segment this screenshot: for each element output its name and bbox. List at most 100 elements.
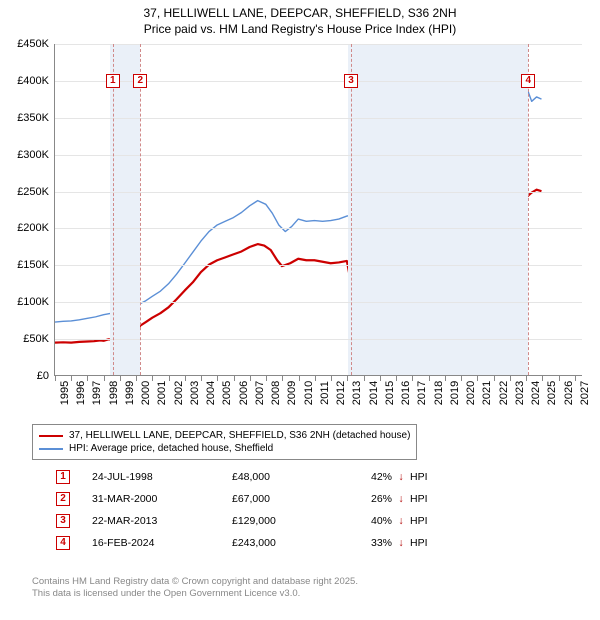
y-tick-label: £0 bbox=[37, 370, 55, 382]
chart-band bbox=[110, 44, 140, 375]
x-tick-label: 2015 bbox=[380, 381, 396, 405]
y-tick-label: £300K bbox=[17, 149, 55, 161]
gridline bbox=[55, 339, 582, 340]
row-hpi-label: HPI bbox=[410, 471, 450, 483]
row-hpi-label: HPI bbox=[410, 515, 450, 527]
sale-marker-line bbox=[113, 44, 114, 375]
x-tick-label: 2007 bbox=[250, 381, 266, 405]
gridline bbox=[55, 44, 582, 45]
row-pct: 33% bbox=[352, 537, 392, 549]
gridline bbox=[55, 265, 582, 266]
x-tick-label: 2022 bbox=[494, 381, 510, 405]
footnote-line1: Contains HM Land Registry data © Crown c… bbox=[32, 576, 358, 588]
legend-row: 37, HELLIWELL LANE, DEEPCAR, SHEFFIELD, … bbox=[39, 429, 410, 442]
table-row: 4 16-FEB-2024£243,00033%↓HPI bbox=[56, 532, 450, 554]
table-row: 2 31-MAR-2000£67,00026%↓HPI bbox=[56, 488, 450, 510]
x-tick-label: 1999 bbox=[120, 381, 136, 405]
x-tick-label: 2000 bbox=[136, 381, 152, 405]
down-arrow-icon: ↓ bbox=[392, 537, 410, 549]
x-tick-label: 2004 bbox=[201, 381, 217, 405]
sale-marker-box: 4 bbox=[521, 74, 535, 88]
y-tick-label: £350K bbox=[17, 112, 55, 124]
x-tick-label: 2017 bbox=[412, 381, 428, 405]
row-pct: 40% bbox=[352, 515, 392, 527]
x-tick-label: 2023 bbox=[510, 381, 526, 405]
sale-marker-box: 1 bbox=[106, 74, 120, 88]
legend-label: HPI: Average price, detached house, Shef… bbox=[69, 443, 273, 454]
row-date: 16-FEB-2024 bbox=[92, 537, 232, 549]
y-tick-label: £450K bbox=[17, 38, 55, 50]
x-tick-label: 2012 bbox=[331, 381, 347, 405]
row-pct: 42% bbox=[352, 471, 392, 483]
x-tick-label: 2008 bbox=[266, 381, 282, 405]
row-date: 22-MAR-2013 bbox=[92, 515, 232, 527]
row-date: 31-MAR-2000 bbox=[92, 493, 232, 505]
row-hpi-label: HPI bbox=[410, 537, 450, 549]
x-tick-label: 2026 bbox=[559, 381, 575, 405]
x-tick-label: 2014 bbox=[364, 381, 380, 405]
x-tick-label: 2024 bbox=[526, 381, 542, 405]
chart-band bbox=[348, 44, 528, 375]
x-tick-label: 2011 bbox=[315, 381, 331, 405]
x-tick-label: 1997 bbox=[87, 381, 103, 405]
gridline bbox=[55, 155, 582, 156]
down-arrow-icon: ↓ bbox=[392, 471, 410, 483]
footnote: Contains HM Land Registry data © Crown c… bbox=[32, 576, 358, 601]
row-hpi-label: HPI bbox=[410, 493, 450, 505]
x-tick-label: 2027 bbox=[575, 381, 591, 405]
x-tick-label: 1998 bbox=[104, 381, 120, 405]
y-tick-label: £100K bbox=[17, 296, 55, 308]
down-arrow-icon: ↓ bbox=[392, 515, 410, 527]
x-tick-label: 2019 bbox=[445, 381, 461, 405]
x-tick-label: 2025 bbox=[542, 381, 558, 405]
y-tick-label: £400K bbox=[17, 75, 55, 87]
transactions-table: 124-JUL-1998£48,00042%↓HPI231-MAR-2000£6… bbox=[56, 466, 450, 554]
x-tick-label: 2021 bbox=[477, 381, 493, 405]
y-tick-label: £250K bbox=[17, 186, 55, 198]
x-tick-label: 1996 bbox=[71, 381, 87, 405]
gridline bbox=[55, 118, 582, 119]
x-tick-label: 2002 bbox=[169, 381, 185, 405]
chart-title-line1: 37, HELLIWELL LANE, DEEPCAR, SHEFFIELD, … bbox=[0, 6, 600, 22]
legend-swatch bbox=[39, 448, 63, 450]
sale-marker-box: 3 bbox=[344, 74, 358, 88]
sale-marker-line bbox=[351, 44, 352, 375]
x-tick-label: 2003 bbox=[185, 381, 201, 405]
x-tick-label: 2020 bbox=[461, 381, 477, 405]
x-tick-label: 2009 bbox=[282, 381, 298, 405]
row-marker-box: 3 bbox=[56, 514, 70, 528]
row-price: £67,000 bbox=[232, 493, 352, 505]
x-tick-label: 2005 bbox=[217, 381, 233, 405]
chart-plot-area: £0£50K£100K£150K£200K£250K£300K£350K£400… bbox=[54, 44, 582, 376]
row-date: 24-JUL-1998 bbox=[92, 471, 232, 483]
legend-row: HPI: Average price, detached house, Shef… bbox=[39, 442, 410, 455]
sale-marker-line bbox=[528, 44, 529, 375]
row-marker-box: 1 bbox=[56, 470, 70, 484]
footnote-line2: This data is licensed under the Open Gov… bbox=[32, 588, 358, 600]
chart-title-line2: Price paid vs. HM Land Registry's House … bbox=[0, 22, 600, 38]
legend-swatch bbox=[39, 435, 63, 437]
x-tick-label: 2016 bbox=[396, 381, 412, 405]
row-marker-box: 2 bbox=[56, 492, 70, 506]
x-tick-label: 2010 bbox=[299, 381, 315, 405]
legend: 37, HELLIWELL LANE, DEEPCAR, SHEFFIELD, … bbox=[32, 424, 417, 460]
table-row: 1 24-JUL-1998£48,00042%↓HPI bbox=[56, 466, 450, 488]
y-tick-label: £200K bbox=[17, 222, 55, 234]
row-marker-box: 4 bbox=[56, 536, 70, 550]
gridline bbox=[55, 302, 582, 303]
down-arrow-icon: ↓ bbox=[392, 493, 410, 505]
row-price: £243,000 bbox=[232, 537, 352, 549]
row-price: £129,000 bbox=[232, 515, 352, 527]
sale-marker-line bbox=[140, 44, 141, 375]
y-tick-label: £150K bbox=[17, 259, 55, 271]
sale-marker-box: 2 bbox=[133, 74, 147, 88]
x-tick-label: 2018 bbox=[429, 381, 445, 405]
x-tick-label: 2013 bbox=[347, 381, 363, 405]
gridline bbox=[55, 192, 582, 193]
row-price: £48,000 bbox=[232, 471, 352, 483]
table-row: 3 22-MAR-2013£129,00040%↓HPI bbox=[56, 510, 450, 532]
gridline bbox=[55, 228, 582, 229]
row-pct: 26% bbox=[352, 493, 392, 505]
x-tick-label: 2006 bbox=[234, 381, 250, 405]
x-tick-label: 1995 bbox=[55, 381, 71, 405]
